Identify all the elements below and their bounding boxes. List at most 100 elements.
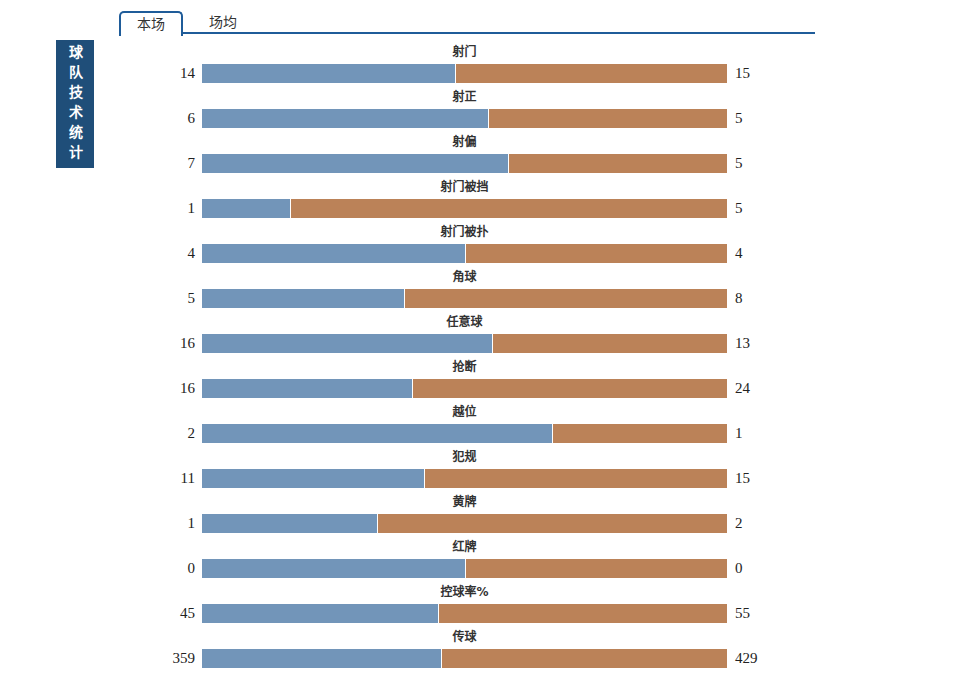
home-value: 2 [100, 424, 195, 443]
home-bar-segment [202, 244, 465, 263]
home-value: 5 [100, 289, 195, 308]
stat-bar [202, 109, 727, 128]
stat-category-label: 角球 [202, 267, 727, 284]
home-bar-segment [202, 334, 492, 353]
home-bar-segment [202, 604, 438, 623]
stat-row: 黄牌 1 2 [0, 489, 965, 534]
home-value: 45 [100, 604, 195, 623]
stat-bar [202, 244, 727, 263]
away-bar-segment [290, 199, 728, 218]
home-bar-segment [202, 424, 552, 443]
tab-per-match-average[interactable]: 场均 [203, 11, 243, 34]
stat-row: 越位 2 1 [0, 399, 965, 444]
away-bar-segment [455, 64, 727, 83]
home-value: 7 [100, 154, 195, 173]
stat-bar [202, 469, 727, 488]
home-value: 16 [100, 379, 195, 398]
home-value: 1 [100, 199, 195, 218]
away-value: 5 [735, 109, 825, 128]
home-bar-segment [202, 559, 465, 578]
home-bar-segment [202, 154, 508, 173]
stat-category-label: 射门被扑 [202, 222, 727, 239]
away-bar-segment [424, 469, 727, 488]
stat-category-label: 犯规 [202, 447, 727, 464]
stat-category-label: 射偏 [202, 132, 727, 149]
stat-category-label: 射正 [202, 87, 727, 104]
stat-bar [202, 424, 727, 443]
away-bar-segment [552, 424, 727, 443]
stat-bar [202, 649, 727, 668]
away-value: 15 [735, 469, 825, 488]
stat-bar [202, 604, 727, 623]
home-value: 16 [100, 334, 195, 353]
away-value: 5 [735, 199, 825, 218]
away-bar-segment [492, 334, 727, 353]
away-bar-segment [404, 289, 727, 308]
stat-category-label: 射门被挡 [202, 177, 727, 194]
away-value: 13 [735, 334, 825, 353]
stat-bar [202, 334, 727, 353]
away-value: 24 [735, 379, 825, 398]
home-value: 4 [100, 244, 195, 263]
team-stats-panel: 球队技术统计 本场 场均 射门1415射正65射偏75射门被挡15射门被扑44角… [0, 0, 965, 688]
stat-category-label: 黄牌 [202, 492, 727, 509]
home-bar-segment [202, 289, 404, 308]
away-bar-segment [488, 109, 727, 128]
away-value: 55 [735, 604, 825, 623]
home-bar-segment [202, 649, 441, 668]
home-value: 0 [100, 559, 195, 578]
home-bar-segment [202, 469, 424, 488]
away-value: 429 [735, 649, 825, 668]
away-value: 1 [735, 424, 825, 443]
away-value: 4 [735, 244, 825, 263]
stat-bar [202, 559, 727, 578]
away-bar-segment [438, 604, 727, 623]
stat-bar [202, 154, 727, 173]
stat-row: 角球 5 8 [0, 264, 965, 309]
stat-row: 控球率% 45 55 [0, 579, 965, 624]
tab-bar: 本场 场均 [119, 11, 815, 34]
home-bar-segment [202, 64, 455, 83]
stat-row: 射正 6 5 [0, 84, 965, 129]
stat-row: 传球 359 429 [0, 624, 965, 669]
home-value: 6 [100, 109, 195, 128]
home-bar-segment [202, 109, 488, 128]
home-value: 359 [100, 649, 195, 668]
stat-row: 射门 14 15 [0, 39, 965, 84]
stat-row: 射偏 7 5 [0, 129, 965, 174]
stat-category-label: 任意球 [202, 312, 727, 329]
stat-bar [202, 514, 727, 533]
stat-bar [202, 199, 727, 218]
stat-row: 射门被挡 1 5 [0, 174, 965, 219]
home-value: 1 [100, 514, 195, 533]
home-bar-segment [202, 379, 412, 398]
away-value: 0 [735, 559, 825, 578]
home-value: 11 [100, 469, 195, 488]
away-bar-segment [465, 559, 728, 578]
stat-row: 犯规 11 15 [0, 444, 965, 489]
away-value: 8 [735, 289, 825, 308]
stat-row: 任意球 16 13 [0, 309, 965, 354]
stat-bar [202, 379, 727, 398]
stat-bar [202, 289, 727, 308]
away-bar-segment [377, 514, 727, 533]
away-bar-segment [508, 154, 727, 173]
stat-category-label: 传球 [202, 627, 727, 644]
stat-category-label: 抢断 [202, 357, 727, 374]
stat-row: 射门被扑 4 4 [0, 219, 965, 264]
away-bar-segment [441, 649, 727, 668]
tab-current-match[interactable]: 本场 [119, 11, 183, 36]
away-value: 15 [735, 64, 825, 83]
stat-category-label: 越位 [202, 402, 727, 419]
stat-row: 抢断 16 24 [0, 354, 965, 399]
stat-category-label: 红牌 [202, 537, 727, 554]
away-bar-segment [412, 379, 727, 398]
away-bar-segment [465, 244, 728, 263]
away-value: 5 [735, 154, 825, 173]
stat-category-label: 控球率% [202, 582, 727, 599]
stat-category-label: 射门 [202, 42, 727, 59]
stat-row: 红牌 0 0 [0, 534, 965, 579]
stat-bar [202, 64, 727, 83]
away-value: 2 [735, 514, 825, 533]
home-value: 14 [100, 64, 195, 83]
